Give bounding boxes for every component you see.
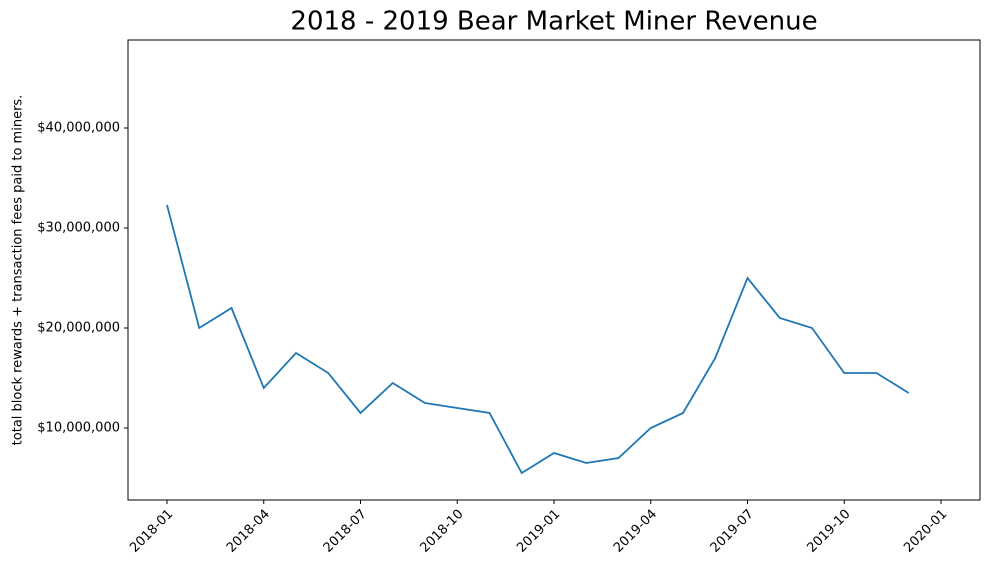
x-tick-label: 2018-01	[127, 507, 176, 556]
x-tick-label: 2019-07	[708, 507, 757, 556]
y-axis-label: total block rewards + transaction fees p…	[11, 95, 26, 446]
plot-frame	[127, 39, 981, 501]
x-tick-label: 2019-01	[514, 507, 563, 556]
y-tick-label: $30,000,000	[37, 221, 120, 236]
x-tick-label: 2020-01	[901, 507, 950, 556]
x-tick-label: 2019-10	[805, 507, 854, 556]
chart-title: 2018 - 2019 Bear Market Miner Revenue	[290, 7, 817, 37]
x-tick-label: 2019-04	[611, 507, 660, 556]
x-tick-label: 2018-04	[224, 507, 273, 556]
x-tick-label: 2018-10	[418, 507, 467, 556]
y-tick-label: $40,000,000	[37, 121, 120, 136]
data-line	[166, 204, 910, 475]
y-tick-label: $10,000,000	[37, 421, 120, 436]
y-tick-label: $20,000,000	[37, 321, 120, 336]
x-tick-label: 2018-07	[321, 507, 370, 556]
